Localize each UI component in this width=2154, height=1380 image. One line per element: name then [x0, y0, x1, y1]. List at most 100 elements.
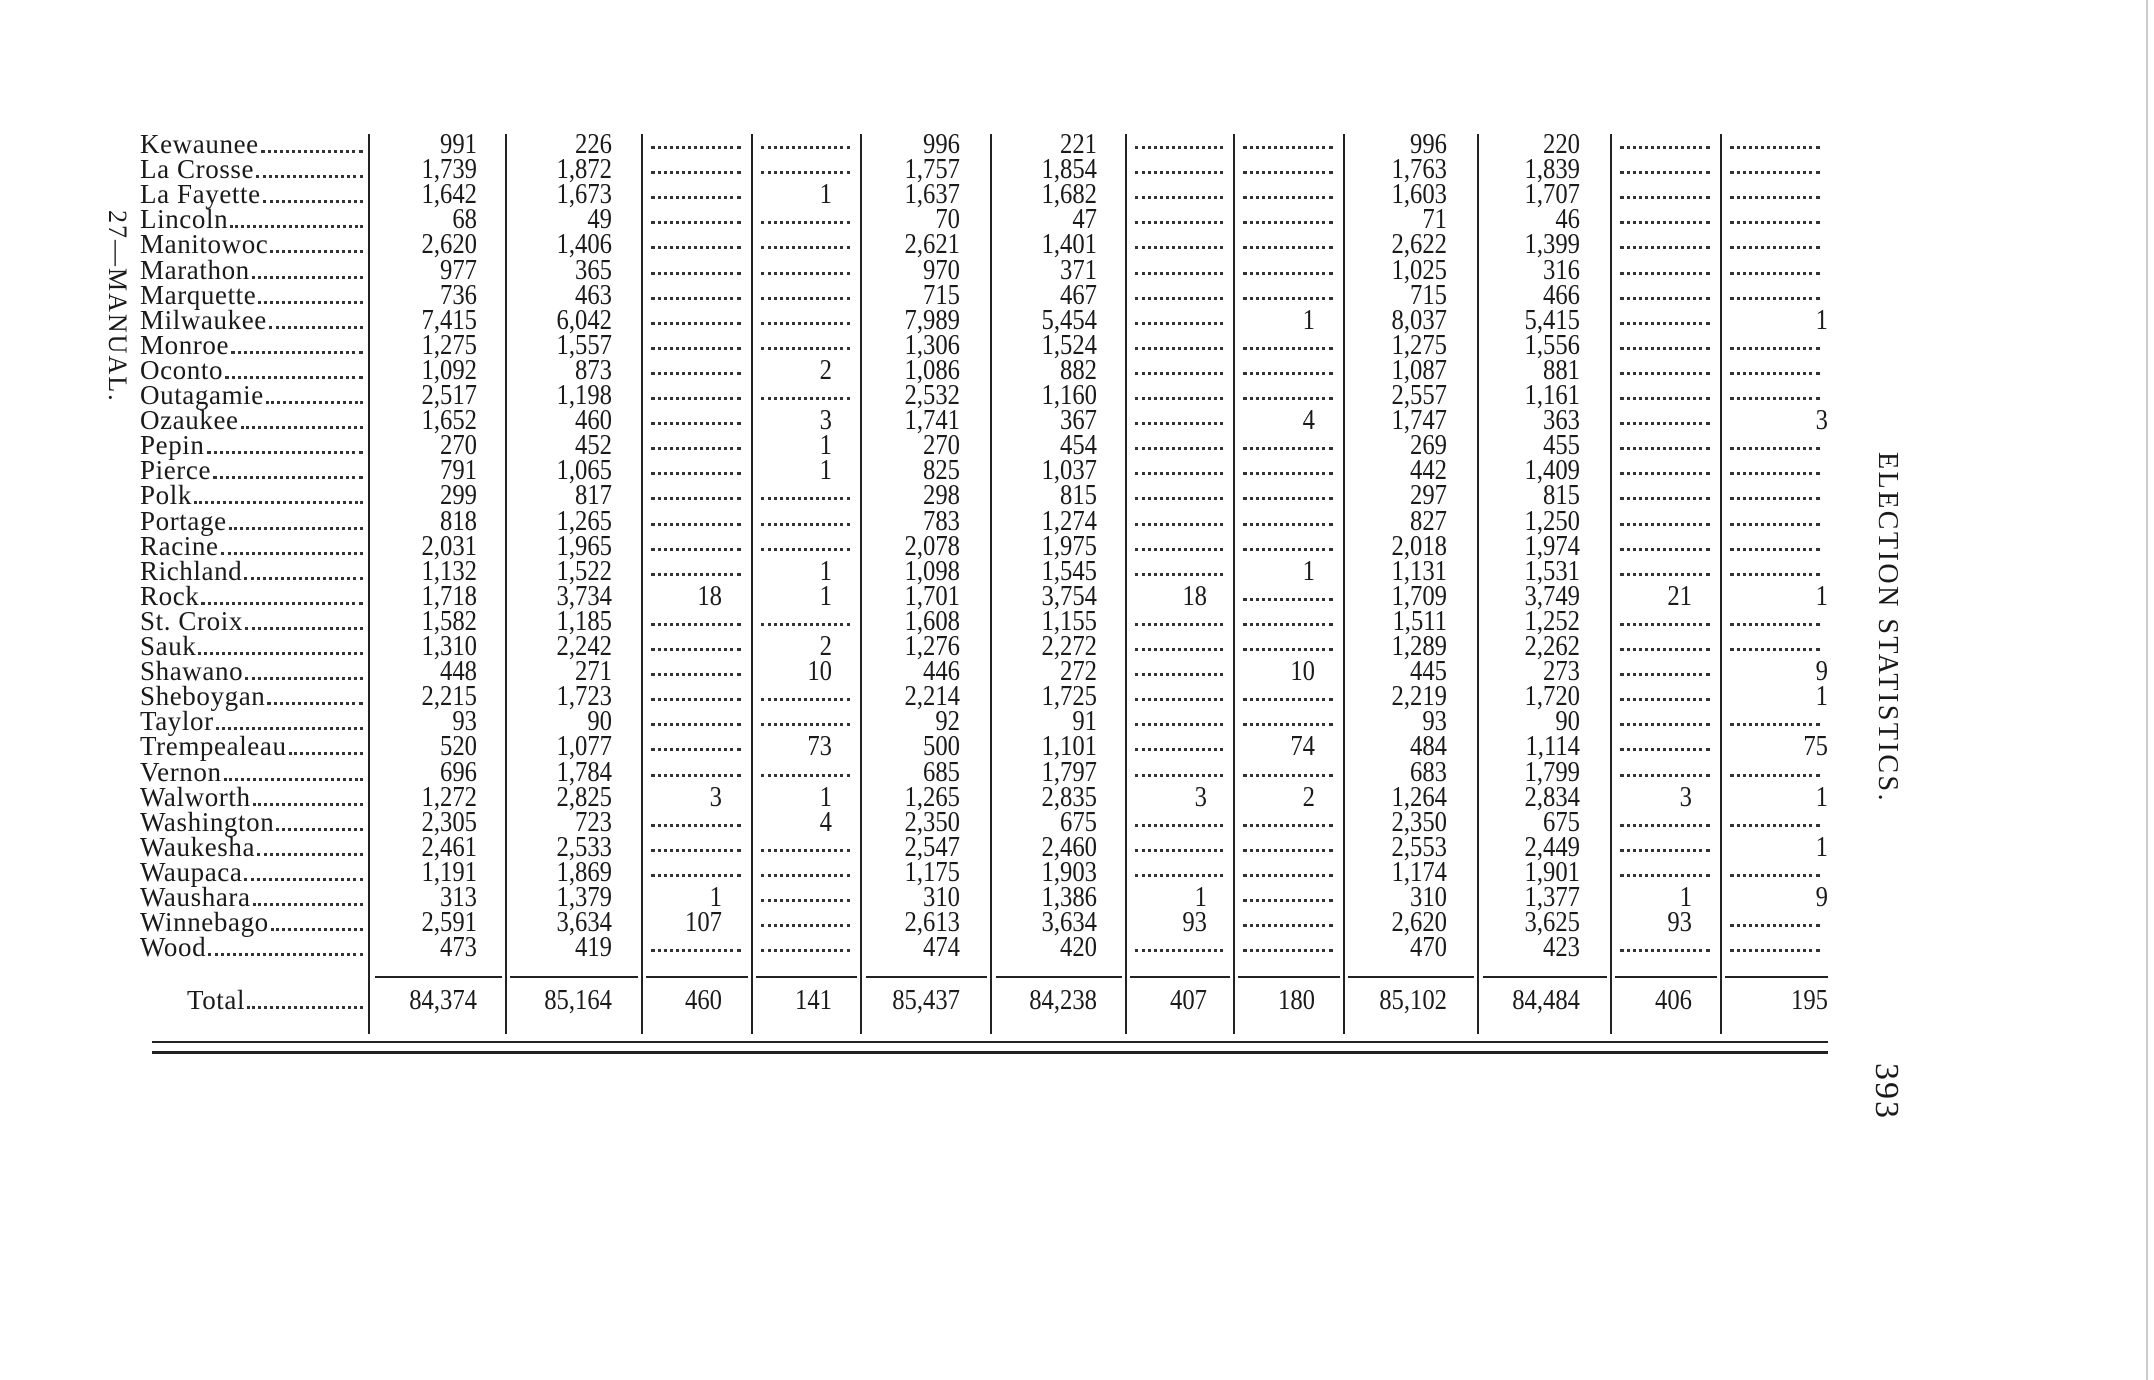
vote-cell: 3: [819, 405, 832, 437]
empty-cell-leader: [761, 346, 850, 350]
dot-leader: [244, 626, 363, 630]
table-row: La Fayette 1,642 1,673 1 1,637 1,682 1,603 1,70…: [0, 179, 2154, 211]
empty-cell-leader: [651, 773, 741, 777]
vote-cell: 474: [923, 932, 960, 964]
vote-cell: 1,854: [1041, 154, 1097, 186]
county-name-text: Ozaukee: [140, 405, 239, 436]
vote-cell: 3: [1194, 781, 1207, 813]
vote-cell: 2,350: [1391, 806, 1447, 838]
empty-cell-leader: [1243, 447, 1333, 451]
vote-cell: 365: [575, 254, 612, 286]
empty-cell-leader: [651, 472, 741, 476]
empty-cell-leader: [761, 698, 850, 702]
county-name-text: Washington: [140, 806, 275, 837]
county-name: Waushara: [140, 884, 365, 911]
empty-cell-leader: [651, 949, 741, 953]
vote-cell: 3: [1679, 781, 1692, 813]
vote-cell: 74: [1290, 731, 1315, 763]
empty-cell-leader: [651, 397, 741, 400]
vote-cell: 2,620: [421, 229, 477, 261]
total-rule: [1348, 976, 1474, 978]
empty-cell-leader: [1730, 221, 1820, 225]
empty-cell-leader: [651, 873, 741, 877]
table-row: Racine 2,031 1,965 2,078 1,975 2,018 1,974: [0, 530, 2154, 562]
county-name: Lincoln: [140, 206, 365, 233]
county-name-text: Waupaca: [140, 856, 243, 887]
empty-cell-leader: [1243, 924, 1333, 928]
vote-cell: 1,642: [421, 179, 477, 211]
table-row: Polk 299 817 298 815 297 815: [0, 480, 2154, 512]
dot-leader: [270, 250, 363, 254]
empty-cell-leader: [1620, 397, 1710, 400]
total-rule: [756, 976, 857, 978]
vote-cell: 1,379: [556, 882, 612, 913]
vote-cell: 2,517: [421, 380, 477, 411]
empty-cell-leader: [651, 723, 741, 727]
vote-cell: 1,975: [1041, 530, 1097, 562]
dot-leader: [213, 476, 363, 480]
empty-cell-leader: [1243, 196, 1333, 200]
vote-cell: 1,289: [1391, 631, 1447, 662]
vote-cell: 9: [1815, 656, 1828, 688]
total-rule: [1483, 976, 1607, 978]
vote-cell: 1,511: [1392, 605, 1447, 637]
dot-leader: [252, 903, 363, 906]
vote-cell: 2,078: [904, 530, 960, 562]
empty-cell-leader: [761, 246, 850, 250]
empty-cell-leader: [651, 622, 741, 626]
vote-cell: 7,415: [421, 304, 477, 336]
vote-cell: 1,799: [1524, 756, 1580, 788]
empty-cell-leader: [1135, 271, 1223, 275]
county-name-text: La Fayette: [140, 179, 261, 210]
column-rule: [1343, 134, 1345, 1034]
vote-cell: 2: [1302, 781, 1315, 813]
empty-cell-leader: [1730, 572, 1820, 576]
vote-cell: 84,374: [409, 985, 477, 1016]
county-name: Marathon: [140, 256, 365, 283]
vote-cell: 736: [440, 279, 477, 311]
table-row: Pierce 791 1,065 1 825 1,037 442 1,409: [0, 457, 2154, 485]
dot-leader: [240, 426, 363, 430]
vote-cell: 1,603: [1391, 179, 1447, 211]
vote-cell: 8,037: [1391, 304, 1447, 336]
empty-cell-leader: [1243, 371, 1333, 375]
county-name: Wood: [140, 934, 365, 961]
dot-leader: [251, 275, 363, 279]
vote-cell: 715: [923, 279, 960, 311]
vote-cell: 1: [1302, 555, 1315, 587]
vote-cell: 92: [935, 706, 960, 738]
empty-cell-leader: [651, 221, 741, 225]
vote-cell: 71: [1422, 204, 1447, 236]
vote-cell: 1,272: [421, 781, 477, 813]
vote-cell: 1,720: [1524, 681, 1580, 713]
vote-cell: 2,460: [1041, 831, 1097, 863]
vote-cell: 1,522: [556, 555, 612, 587]
county-name: Ozaukee: [140, 405, 365, 436]
vote-cell: 1: [1815, 781, 1828, 813]
vote-cell: 1,723: [556, 681, 612, 713]
vote-cell: 2,272: [1041, 631, 1097, 662]
empty-cell-leader: [761, 899, 850, 902]
vote-cell: 1,092: [421, 354, 477, 386]
vote-cell: 10: [807, 656, 832, 688]
county-name-text: Monroe: [140, 329, 230, 360]
vote-cell: 1,718: [421, 580, 477, 612]
dot-leader: [193, 501, 363, 505]
empty-cell-leader: [1135, 572, 1223, 576]
empty-cell-leader: [1730, 171, 1820, 175]
vote-cell: 3,734: [556, 580, 612, 612]
vote-cell: 1,747: [1391, 405, 1447, 437]
vote-cell: 1,869: [556, 856, 612, 888]
empty-cell-leader: [1135, 246, 1223, 250]
county-name: Shawano: [140, 658, 365, 685]
vote-cell: 2,449: [1524, 831, 1580, 863]
table-row: Lincoln 68 49 70 47 71 46: [0, 204, 2154, 236]
vote-cell: 460: [575, 405, 612, 437]
vote-cell: 1,275: [1391, 329, 1447, 361]
empty-cell-leader: [1730, 447, 1820, 451]
page-number: 393: [1868, 1063, 1905, 1120]
vote-cell: 815: [1060, 480, 1097, 512]
column-rule: [1233, 134, 1235, 1034]
vote-cell: 310: [1410, 882, 1447, 913]
dot-leader: [228, 526, 363, 530]
